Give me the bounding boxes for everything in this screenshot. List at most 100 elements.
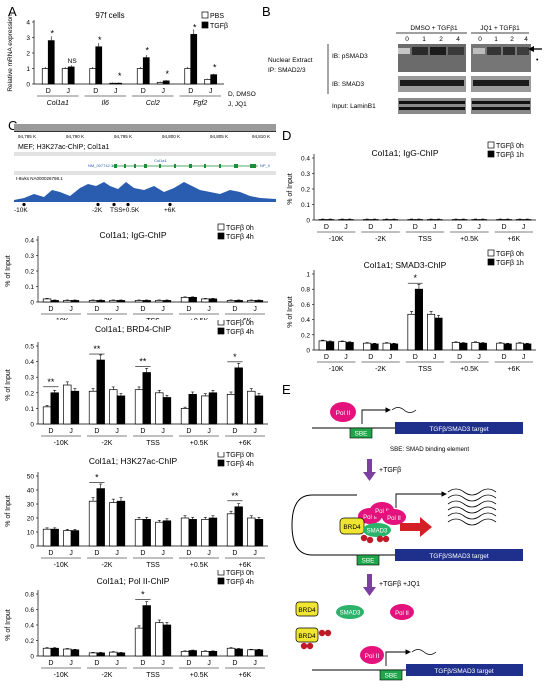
bar bbox=[226, 394, 236, 425]
tss-arrow bbox=[361, 407, 391, 424]
x-tick-label: D bbox=[324, 224, 329, 231]
pol-ii bbox=[382, 509, 406, 525]
bar bbox=[326, 341, 335, 351]
site-label: -2K bbox=[102, 440, 113, 447]
y-tick-label: 0 bbox=[306, 348, 310, 355]
x-tick-label: D bbox=[232, 660, 237, 667]
bar bbox=[180, 517, 190, 547]
x-tick-label: D bbox=[141, 88, 146, 95]
y-axis-label: % of Input bbox=[5, 369, 12, 401]
site-label: +6K bbox=[507, 366, 520, 373]
y-tick-label: 0 bbox=[30, 544, 34, 551]
bar bbox=[407, 313, 416, 351]
target-gene-box bbox=[395, 549, 523, 561]
bar bbox=[451, 342, 460, 351]
bar bbox=[115, 82, 123, 85]
bar bbox=[254, 300, 264, 303]
bar bbox=[116, 395, 126, 425]
target-gene-box bbox=[406, 664, 523, 676]
brd4-label: BRD4 bbox=[298, 607, 316, 614]
bar bbox=[234, 648, 243, 657]
x-tick-label: D bbox=[48, 550, 53, 557]
h3k27ac-signal bbox=[14, 182, 276, 202]
chart-c-h3k27ac: Col1a1; H3K27ac-ChIP TGFβ 0h TGFβ 4h % of I… bbox=[5, 452, 268, 569]
bar bbox=[156, 82, 164, 85]
bar bbox=[363, 342, 372, 351]
y-tick-label: 0 bbox=[306, 218, 310, 225]
chart-c-brd4: Col1a1; BRD4-ChIP TGFβ 0h TGFβ 4h % of Inpu… bbox=[5, 320, 268, 447]
y-tick-label: 2 bbox=[26, 51, 30, 58]
step-label-jq1: +TGFβ +JQ1 bbox=[379, 581, 420, 588]
bar bbox=[162, 300, 172, 303]
site-label: TSS bbox=[418, 236, 432, 243]
y-tick-label: 0 bbox=[30, 422, 34, 429]
bar bbox=[142, 57, 150, 85]
y-tick-label: 0.4 bbox=[25, 623, 34, 630]
site-label: -2K bbox=[375, 236, 386, 243]
x-tick-label: J bbox=[477, 354, 481, 361]
x-tick-label: D bbox=[140, 306, 145, 313]
legend-label: TGFβ 1h bbox=[496, 152, 524, 159]
bar bbox=[226, 300, 236, 303]
bar bbox=[427, 313, 436, 351]
x-tick-label: J bbox=[389, 224, 393, 231]
lane-label: 0 bbox=[478, 36, 482, 43]
x-tick-label: J bbox=[207, 306, 211, 313]
significance-mark: ** bbox=[231, 491, 239, 501]
bar bbox=[208, 650, 218, 657]
transcript-waves bbox=[447, 488, 497, 526]
x-tick-label: D bbox=[94, 660, 99, 667]
lane-label: 4 bbox=[456, 36, 460, 43]
site-label: -2K bbox=[102, 672, 113, 679]
panel-a-chart: 97f cells PBS TGFβ Relative mRNA expression… bbox=[7, 11, 256, 108]
x-tick-label: D bbox=[368, 354, 373, 361]
site-label: +0.5K bbox=[190, 440, 209, 447]
y-tick-label: 4 bbox=[26, 20, 30, 27]
tss-arrow bbox=[385, 649, 411, 666]
bar bbox=[254, 519, 264, 547]
bar bbox=[96, 488, 105, 547]
bar bbox=[70, 300, 80, 303]
tss-arrow bbox=[395, 491, 447, 508]
legend-label: TGFβ 0h bbox=[226, 452, 254, 459]
site-label: TSS bbox=[146, 440, 160, 447]
legend-swatch bbox=[217, 459, 225, 467]
bar bbox=[42, 298, 52, 303]
chart-d-igg: Col1a1; IgG-ChIP TGFβ 0h TGFβ 1h % of Input… bbox=[287, 141, 536, 243]
ruler-label: 94,785 K bbox=[18, 134, 36, 139]
pol-ii-label: Pol II bbox=[387, 516, 401, 522]
bar bbox=[142, 519, 151, 547]
sbe-label: SBE bbox=[384, 673, 398, 680]
bar bbox=[88, 500, 98, 547]
x-tick-label: D bbox=[188, 88, 193, 95]
panel-label-a: A bbox=[8, 4, 17, 19]
legend-label: TGFβ 4h bbox=[226, 461, 254, 468]
x-tick-label: J bbox=[161, 660, 165, 667]
x-tick-label: D bbox=[140, 428, 145, 435]
legend-swatch bbox=[217, 570, 225, 576]
x-tick-label: D bbox=[502, 224, 507, 231]
bar bbox=[88, 652, 98, 657]
y-tick-label: 3 bbox=[26, 35, 30, 42]
significance-mark: * bbox=[98, 35, 102, 45]
dna-loop bbox=[291, 494, 522, 556]
chart-title: Col1a1; SMAD3-ChIP bbox=[364, 260, 447, 270]
bar bbox=[109, 82, 117, 85]
y-axis-label: % of Input bbox=[287, 173, 294, 205]
y-tick-label: 40 bbox=[27, 488, 35, 495]
note-dmso: D, DMSO bbox=[228, 91, 256, 98]
bar bbox=[201, 650, 210, 657]
site-label: -10K bbox=[329, 366, 344, 373]
bar bbox=[234, 506, 243, 547]
legend-label: TGFβ 1h bbox=[496, 260, 524, 267]
bar bbox=[109, 651, 118, 657]
chart-title: Col1a1; IgG-ChIP bbox=[99, 230, 166, 240]
site-label: TSS bbox=[418, 366, 432, 373]
site-label: +0.5K bbox=[190, 672, 209, 679]
bar bbox=[41, 68, 49, 85]
x-tick-label: D bbox=[186, 660, 191, 667]
bar bbox=[88, 300, 98, 303]
legend-label: TGFβ bbox=[210, 23, 228, 30]
y-axis-label: % of Input bbox=[5, 495, 12, 527]
bar bbox=[247, 517, 256, 547]
